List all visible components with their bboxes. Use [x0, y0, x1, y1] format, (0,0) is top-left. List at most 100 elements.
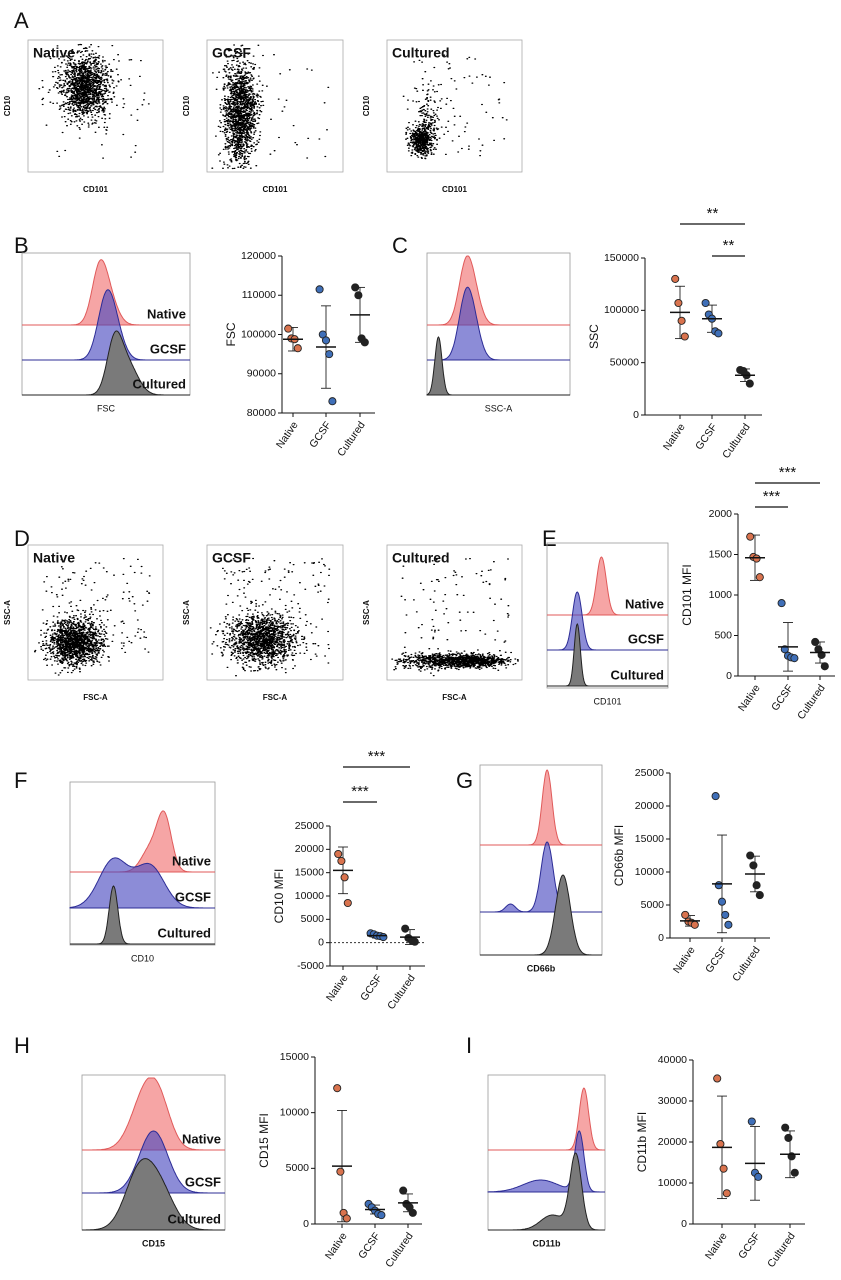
data-point [333, 1084, 342, 1093]
histogram-frame [69, 781, 216, 946]
flow-x-label: CD101 [263, 185, 288, 194]
histogram-lane-label: Native [147, 306, 186, 321]
y-axis-label: CD15 MFI [257, 1113, 271, 1168]
data-point [722, 1189, 731, 1198]
flow-plot-frame [27, 544, 164, 681]
data-point [351, 283, 360, 292]
data-point [336, 1167, 345, 1176]
y-tick-label: 0 [318, 936, 324, 948]
x-tick-label: Native [703, 1230, 730, 1261]
flow-x-label: FSC-A [442, 693, 467, 702]
data-point [377, 1211, 386, 1220]
flow-events [209, 557, 331, 677]
data-point [711, 792, 720, 801]
data-point [399, 1186, 408, 1195]
significance-label: ** [707, 205, 719, 222]
data-point [721, 910, 730, 919]
histogram-lane-label: Native [182, 1131, 221, 1146]
panel-label: E [542, 526, 557, 551]
y-tick-label: 5000 [286, 1162, 310, 1174]
panel-label: F [14, 768, 27, 793]
histogram-lane-label: GCSF [185, 1174, 221, 1189]
y-tick-label: 15000 [280, 1051, 309, 1063]
histogram-lane-label: Cultured [133, 376, 187, 391]
histogram-lane-label: GCSF [628, 631, 664, 646]
flow-x-label: CD101 [83, 185, 108, 194]
x-tick-label: Native [323, 1230, 350, 1261]
y-axis-label: CD101 MFI [680, 564, 694, 625]
data-point [790, 1168, 799, 1177]
data-point [811, 637, 820, 647]
flow-x-label: CD101 [442, 185, 467, 194]
flow-y-label: CD10 [362, 95, 371, 116]
flow-y-label: CD10 [3, 95, 12, 116]
data-point [746, 532, 755, 541]
y-tick-label: 5000 [641, 899, 665, 911]
data-point [379, 933, 388, 942]
data-point [328, 397, 337, 406]
y-tick-label: 2000 [709, 508, 733, 520]
data-point [343, 898, 352, 908]
data-point [284, 324, 293, 333]
y-tick-label: 50000 [610, 356, 639, 368]
x-tick-label: Native [324, 972, 351, 1003]
y-tick-label: 10000 [295, 890, 324, 902]
flow-y-label: SSC-A [182, 600, 191, 625]
flow-title: Cultured [392, 550, 450, 566]
y-tick-label: 0 [681, 1218, 687, 1230]
y-tick-label: 10000 [658, 1177, 687, 1189]
flow-title: Cultured [392, 45, 450, 61]
data-point [781, 1123, 790, 1132]
y-tick-label: 1000 [709, 589, 733, 601]
flow-events [402, 54, 508, 160]
histogram-curve [69, 857, 215, 909]
x-tick-label: GCSF [307, 419, 334, 450]
histogram-x-label: FSC [97, 403, 116, 413]
x-tick-label: Native [661, 421, 688, 452]
x-tick-label: Native [671, 944, 698, 975]
histogram-curve [488, 1087, 605, 1151]
data-point [337, 856, 346, 866]
data-point [315, 285, 324, 294]
data-point [325, 350, 334, 359]
panel-label: D [14, 526, 30, 551]
y-tick-label: 15000 [635, 833, 664, 845]
x-tick-label: Native [736, 682, 763, 713]
histogram-curve [82, 1158, 225, 1231]
x-tick-label: GCSF [769, 682, 796, 713]
flow-plot-frame [386, 544, 523, 681]
data-point [714, 881, 723, 890]
y-tick-label: 500 [714, 629, 732, 641]
y-axis-label: CD66b MFI [612, 825, 626, 886]
y-tick-label: 150000 [604, 252, 639, 264]
data-point [680, 332, 689, 341]
data-point [719, 1164, 728, 1173]
data-point [714, 329, 723, 338]
x-tick-label: GCSF [358, 972, 385, 1003]
data-point [716, 1140, 725, 1149]
y-tick-label: 30000 [658, 1095, 687, 1107]
significance-label: ** [723, 237, 735, 254]
flow-title: Native [33, 45, 75, 61]
histogram-x-label: CD15 [142, 1238, 165, 1248]
data-point [745, 379, 754, 388]
flow-y-label: SSC-A [362, 600, 371, 625]
x-tick-label: GCSF [736, 1230, 763, 1261]
data-point [401, 924, 410, 933]
flow-events [33, 557, 151, 676]
data-point [754, 1172, 763, 1181]
histogram-lane-label: GCSF [175, 889, 211, 904]
data-point [408, 1208, 417, 1217]
data-point [784, 1133, 793, 1142]
panel-label: A [14, 8, 29, 33]
x-tick-label: Cultured [765, 1230, 798, 1270]
histogram-frame [479, 764, 603, 956]
y-tick-label: 20000 [635, 800, 664, 812]
data-point [752, 554, 761, 563]
histogram-lane-label: Cultured [158, 925, 212, 940]
y-tick-label: 80000 [247, 407, 276, 419]
y-tick-label: 110000 [242, 289, 276, 301]
data-point [360, 338, 369, 347]
flow-plot-frame [27, 39, 164, 173]
